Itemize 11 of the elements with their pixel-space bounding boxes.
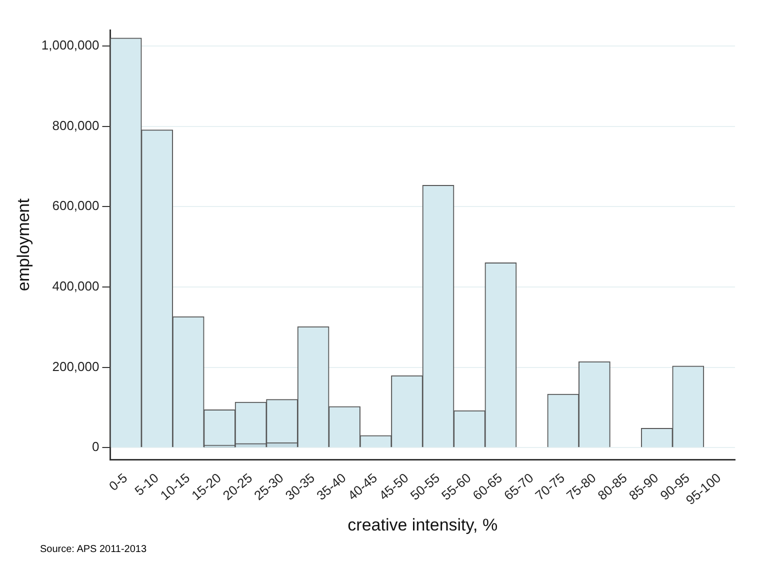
y-tick-label: 800,000 xyxy=(52,118,100,133)
x-tick-label: 5-10 xyxy=(132,470,162,498)
x-tick-label: 0-5 xyxy=(106,470,130,494)
x-axis-title: creative intensity, % xyxy=(348,515,498,534)
source-note: Source: APS 2011-2013 xyxy=(40,544,147,555)
y-tick-label: 400,000 xyxy=(52,278,100,294)
y-axis-title: employment xyxy=(14,198,33,292)
y-tick-label: 600,000 xyxy=(52,198,100,214)
y-tick-label: 0 xyxy=(92,439,100,454)
y-tick-label: 1,000,000 xyxy=(41,38,100,53)
y-tick-label: 200,000 xyxy=(52,358,100,374)
